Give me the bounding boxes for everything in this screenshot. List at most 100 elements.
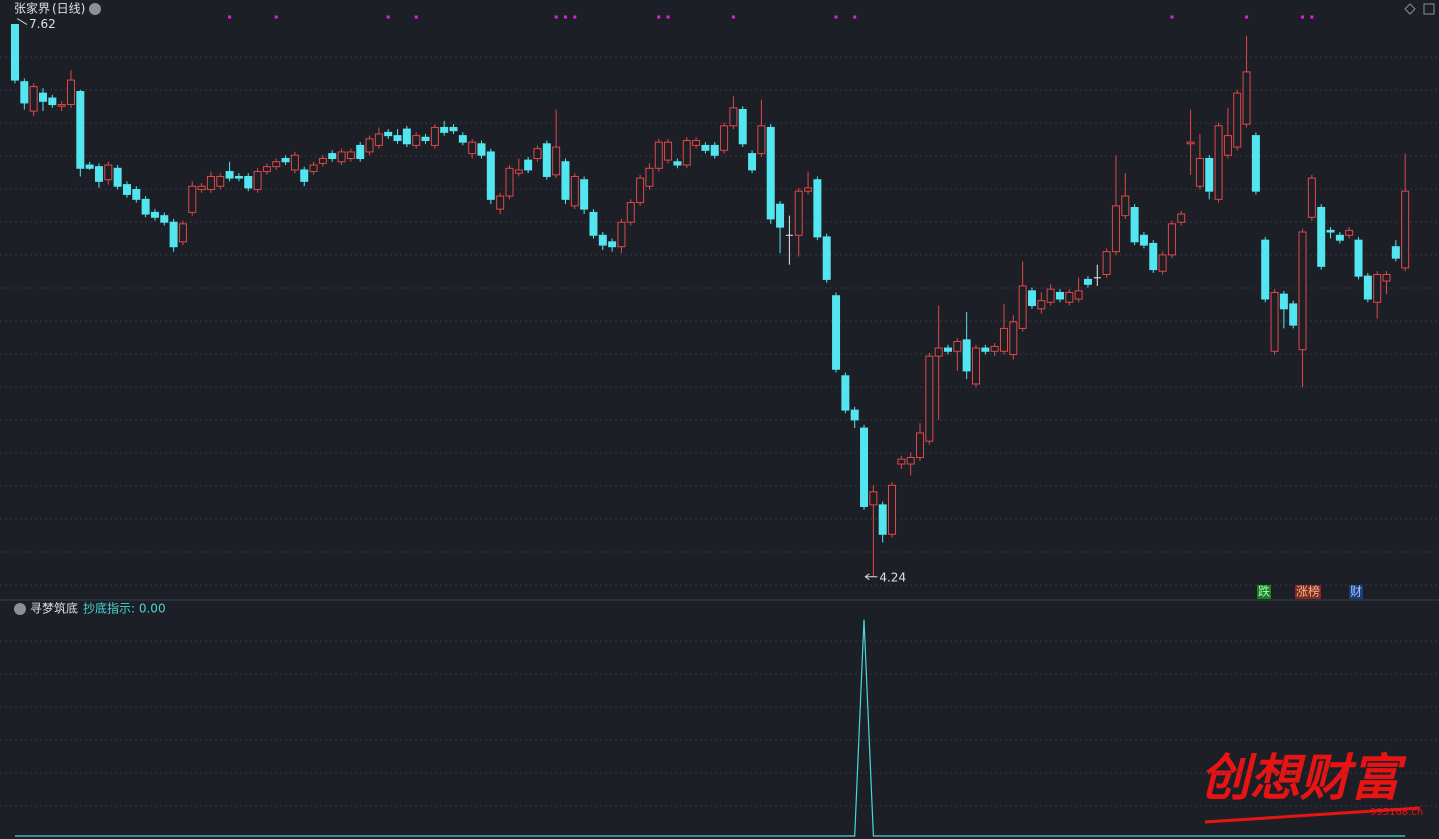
candle-body	[496, 195, 505, 210]
candle-body	[150, 211, 159, 218]
candle-body	[1037, 300, 1046, 310]
indicator-title: 寻梦筑底	[30, 601, 78, 616]
candle-body	[1074, 290, 1083, 300]
watermark: 创想财富	[1200, 748, 1407, 807]
candle-body	[188, 185, 197, 213]
watermark-site: 995168.cn	[1370, 807, 1423, 818]
candle-body	[94, 166, 103, 182]
candle-body	[897, 458, 906, 465]
candle-body	[1065, 291, 1074, 303]
candle-body	[1382, 273, 1391, 282]
candle-body	[113, 167, 122, 187]
signal-dot	[853, 15, 857, 19]
signal-dot	[666, 15, 670, 19]
candle-body	[29, 86, 38, 112]
candle-body	[440, 126, 449, 133]
candle-body	[962, 339, 971, 372]
candle-body	[813, 179, 822, 238]
candle-body	[1401, 190, 1410, 269]
candle-body	[430, 126, 439, 146]
candle-body	[1289, 303, 1298, 326]
candle-body	[290, 154, 299, 171]
candle-body	[1177, 213, 1186, 223]
signal-dot	[274, 15, 278, 19]
candle-body	[1130, 207, 1139, 243]
candle-body	[878, 504, 887, 535]
candle-body	[608, 241, 617, 248]
candle-body	[533, 148, 542, 159]
candle-body	[794, 190, 803, 236]
candle-body	[384, 131, 393, 137]
high-label: 7.62	[29, 17, 56, 31]
signal-dot	[1310, 15, 1314, 19]
candle-body	[337, 151, 346, 163]
menu-icon[interactable]	[14, 603, 26, 615]
candle-body	[570, 175, 579, 207]
menu-icon[interactable]	[89, 3, 101, 15]
candle-body	[971, 347, 980, 385]
indicator-line	[15, 619, 1406, 837]
candle-body	[1046, 288, 1055, 303]
candle-body	[1270, 291, 1279, 352]
candle-body	[85, 164, 94, 169]
candle-body	[1373, 273, 1382, 303]
candle-body	[738, 108, 747, 145]
candle-body	[514, 169, 523, 174]
candle-body	[356, 144, 365, 159]
candle-body	[1354, 239, 1363, 277]
candle-body	[76, 90, 85, 169]
candle-body	[225, 171, 234, 179]
signal-dot	[1245, 15, 1249, 19]
candle-body	[692, 140, 701, 146]
candle-body	[272, 161, 281, 168]
badge[interactable]: 涨榜	[1296, 584, 1320, 599]
candle-body	[365, 138, 374, 153]
candle-body	[412, 135, 421, 146]
candle-body	[1055, 291, 1064, 300]
candle-body	[1298, 231, 1307, 351]
candle-body	[468, 141, 477, 155]
candle-body	[729, 107, 738, 127]
candle-body	[552, 146, 561, 176]
window-icon[interactable]	[1404, 3, 1416, 15]
candle-body	[1391, 246, 1400, 259]
low-label: 4.24	[879, 570, 906, 584]
candle-body	[346, 151, 355, 159]
candle-body	[318, 157, 327, 164]
badge-bg	[1349, 585, 1364, 599]
candle-body	[701, 144, 710, 151]
signal-dot	[1301, 15, 1305, 19]
candle-body	[589, 211, 598, 236]
candle-body	[804, 187, 813, 192]
candle-body	[48, 97, 57, 106]
candle-body	[841, 375, 850, 411]
candle-body	[860, 427, 869, 508]
candle-body	[934, 347, 943, 357]
candle-body	[11, 24, 19, 81]
candle-body	[1317, 207, 1326, 267]
candle-body	[262, 166, 271, 173]
window-icon[interactable]	[1423, 3, 1435, 15]
candle-body	[645, 167, 654, 187]
candle-body	[720, 125, 729, 151]
candle-body	[925, 355, 934, 442]
badge[interactable]: 财	[1350, 585, 1362, 599]
candle-body	[421, 136, 430, 142]
badge[interactable]: 跌	[1258, 584, 1270, 599]
candle-body	[449, 126, 458, 132]
candle-body	[1214, 125, 1223, 200]
candle-body	[393, 135, 402, 142]
candle-body	[822, 236, 831, 280]
candle-body	[141, 198, 150, 215]
candle-body	[1242, 71, 1251, 125]
candle-body	[122, 184, 131, 195]
candle-body	[169, 221, 178, 248]
signal-dot	[1170, 15, 1174, 19]
candle-body	[542, 143, 551, 177]
candle-body	[178, 223, 187, 243]
candle-body	[1326, 229, 1335, 233]
candle-body	[888, 484, 897, 535]
candle-body	[981, 347, 990, 352]
